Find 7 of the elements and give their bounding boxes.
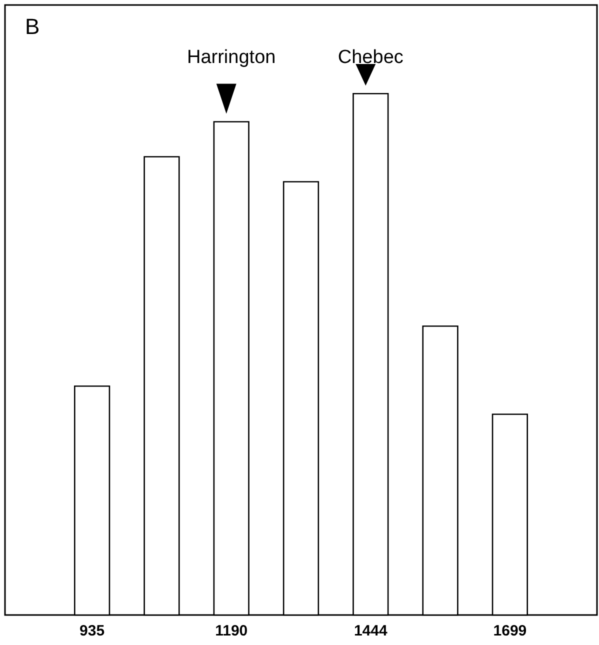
x-tick-label: 1699 (493, 622, 527, 640)
text: B (25, 14, 40, 39)
x-tick-label: 935 (80, 622, 105, 640)
annotation: Chebec (338, 47, 404, 68)
x-tick-label: 1190 (215, 622, 248, 640)
x-tick-label: 1444 (354, 622, 388, 640)
annotation: Harrington (186, 47, 276, 68)
